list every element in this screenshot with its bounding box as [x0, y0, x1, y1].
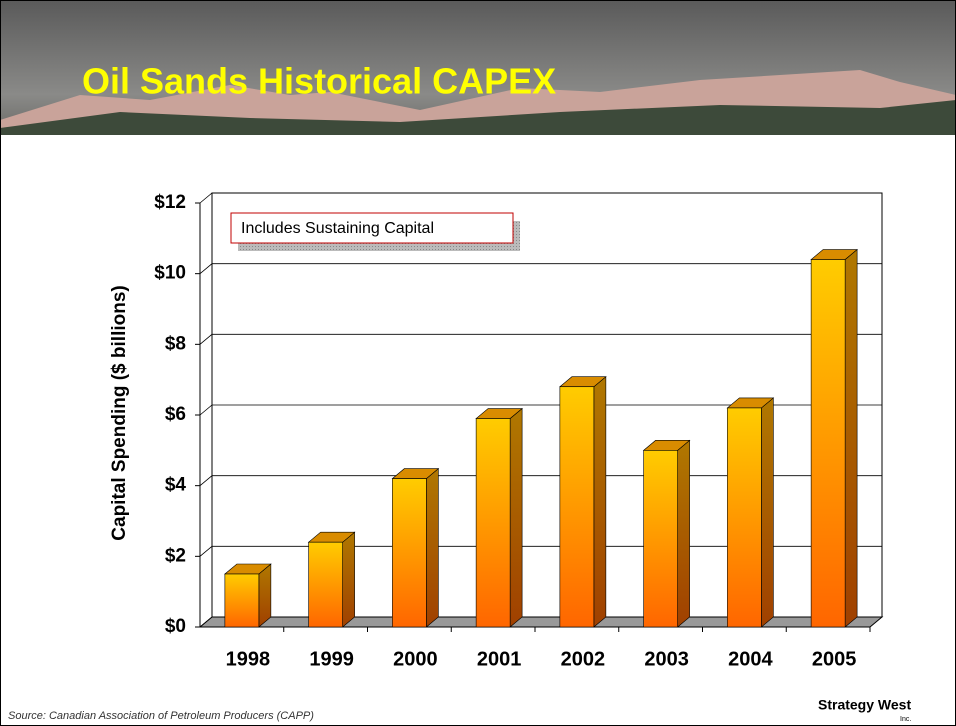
bar-side — [342, 531, 355, 628]
x-tick-label: 2004 — [728, 648, 773, 670]
grid-line — [199, 404, 882, 416]
x-tick-label: 2001 — [477, 648, 522, 670]
bar — [475, 407, 523, 628]
plot: $0 $2 $4 $6 $8 $10 $12 1998 1999 2000 2001 2002 2003… — [154, 192, 884, 670]
bar-front — [392, 478, 427, 628]
bar — [224, 563, 272, 628]
bar-front — [224, 573, 260, 628]
y-tick-label: $0 — [165, 616, 186, 637]
bar — [391, 467, 440, 628]
y-tick-label: $8 — [165, 333, 186, 354]
bar-side — [844, 248, 858, 628]
x-tick-label: 2005 — [812, 648, 857, 670]
x-tick-label: 2000 — [393, 648, 438, 670]
bar-side — [426, 467, 439, 628]
grid-line — [199, 333, 882, 345]
bar-side — [593, 376, 607, 628]
y-tick-label: $4 — [165, 475, 187, 496]
y-tick-label: $10 — [154, 263, 186, 284]
bar — [810, 248, 858, 628]
bar-front — [643, 450, 678, 628]
x-tick-label: 1998 — [226, 648, 271, 670]
annotation: Includes Sustaining Capital — [241, 220, 434, 237]
y-axis-title: Capital Spending ($ billions) — [109, 285, 130, 540]
bar — [307, 531, 356, 628]
bar-front — [559, 386, 595, 628]
grid-line — [199, 263, 882, 274]
y-tick-label: $2 — [165, 545, 186, 566]
bar-front — [475, 418, 511, 628]
logo: Strategy West — [818, 697, 911, 713]
y-tick-label: $6 — [165, 404, 186, 425]
foothills — [0, 100, 956, 135]
bar — [726, 397, 775, 628]
bar-front — [308, 541, 343, 628]
bar — [642, 439, 691, 628]
x-tick-label: 1999 — [309, 648, 354, 670]
bar-side — [677, 439, 690, 628]
y-tick-label: $12 — [154, 192, 186, 213]
bar-front — [810, 259, 846, 628]
bar — [559, 376, 607, 628]
bar-side — [258, 563, 272, 628]
x-tick-label: 2002 — [561, 648, 606, 670]
source: Source: Canadian Association of Petroleu… — [8, 710, 314, 722]
x-tick-label: 2003 — [644, 648, 689, 670]
bar-front — [727, 407, 762, 628]
bar-side — [509, 407, 523, 628]
logo-sub: Inc. — [900, 716, 911, 723]
grid-line — [199, 192, 882, 204]
slide-title: Oil Sands Historical CAPEX — [82, 61, 556, 102]
bar-side — [761, 397, 774, 628]
floor — [198, 616, 884, 628]
annotation-box — [230, 212, 514, 244]
